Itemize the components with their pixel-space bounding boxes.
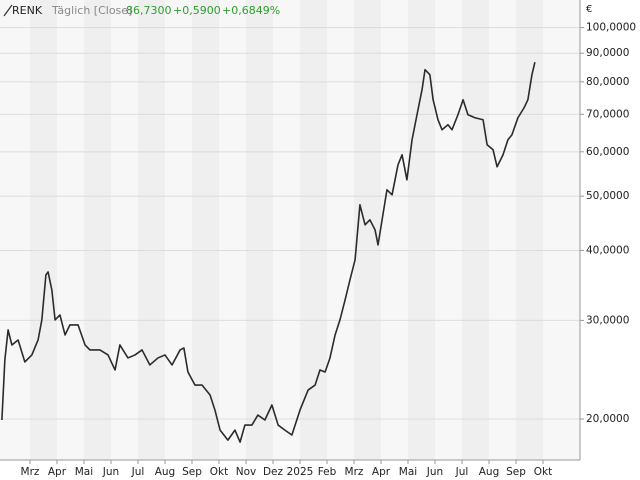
y-tick-label: 60,0000 xyxy=(586,146,629,158)
price-line xyxy=(1,62,536,443)
x-tick-label: Mrz xyxy=(345,466,364,478)
axis-panel xyxy=(580,0,640,480)
y-tick-label: 50,0000 xyxy=(586,190,629,202)
grid xyxy=(0,27,580,420)
symbol: RENK xyxy=(12,4,43,17)
month-stripe xyxy=(516,0,544,460)
x-tick-label: Jul xyxy=(131,466,145,478)
y-tick-label: 100,0000 xyxy=(586,22,636,34)
interval: Täglich [Close] xyxy=(51,4,132,17)
x-tick-label: Jul xyxy=(455,466,469,478)
plot-background xyxy=(0,0,580,460)
month-stripe xyxy=(407,0,435,460)
x-tick-label: Feb xyxy=(318,466,337,478)
y-tick-label: 70,0000 xyxy=(586,108,629,120)
month-stripe xyxy=(191,0,219,460)
month-stripe xyxy=(462,0,490,460)
x-tick-label: Dez xyxy=(263,466,284,478)
change: +0,5900 xyxy=(173,4,221,17)
x-tick-label: Mai xyxy=(75,466,93,478)
last-price: 86,7300 xyxy=(126,4,172,17)
change-percent: +0,6849% xyxy=(222,4,280,17)
x-tick-label: Mrz xyxy=(21,466,40,478)
x-tick-label: Nov xyxy=(236,466,257,478)
month-stripe xyxy=(137,0,165,460)
x-tick-label: Sep xyxy=(182,466,202,478)
x-tick-label: Okt xyxy=(534,466,552,478)
x-tick-label: Apr xyxy=(48,466,67,478)
month-stripe xyxy=(299,0,327,460)
x-tick-label: Sep xyxy=(506,466,526,478)
y-tick-label: 40,0000 xyxy=(586,244,629,256)
month-stripe xyxy=(29,0,57,460)
x-tick-label: Okt xyxy=(210,466,228,478)
x-tick-label: Jun xyxy=(102,466,119,478)
x-tick-label: Aug xyxy=(155,466,176,478)
y-tick-label: 20,0000 xyxy=(586,413,629,425)
line-icon xyxy=(3,4,13,17)
x-tick-label: Aug xyxy=(479,466,500,478)
y-tick-label: 30,0000 xyxy=(586,314,629,326)
month-stripe xyxy=(83,0,111,460)
x-tick-label: 2025 xyxy=(287,466,314,478)
month-stripe xyxy=(245,0,273,460)
x-tick-label: Jun xyxy=(426,466,443,478)
currency: € xyxy=(586,4,592,15)
y-tick-label: 80,0000 xyxy=(586,76,629,88)
y-tick-label: 90,0000 xyxy=(586,47,629,59)
axis-panel xyxy=(0,460,640,480)
x-tick-label: Apr xyxy=(372,466,391,478)
x-tick-label: Mai xyxy=(399,466,417,478)
